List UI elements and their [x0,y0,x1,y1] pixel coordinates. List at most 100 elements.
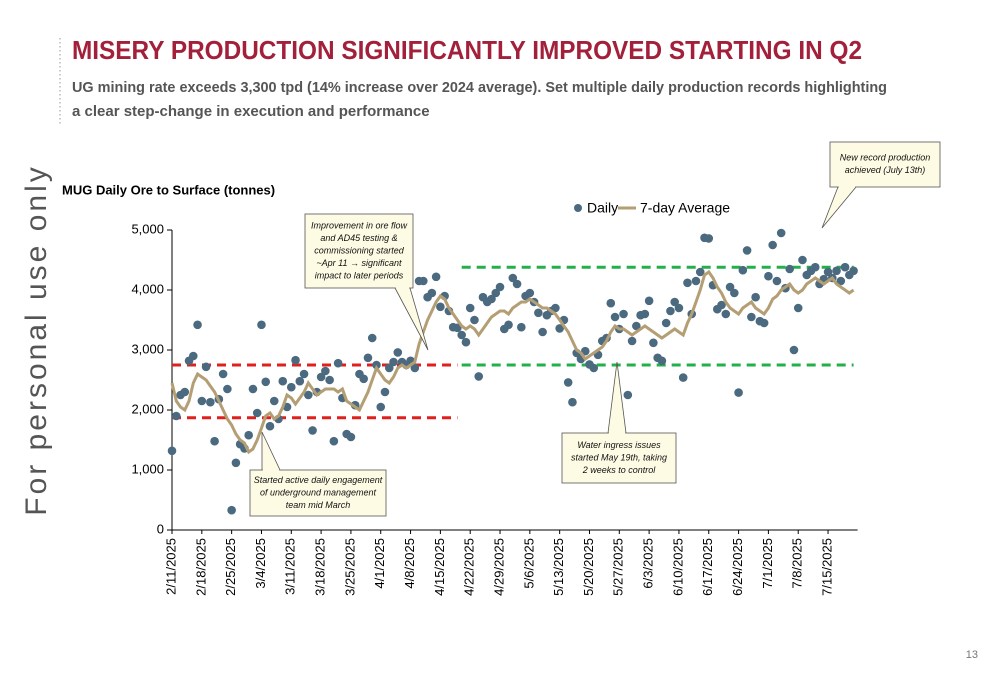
daily-point [738,265,748,275]
subtitle: UG mining rate exceeds 3,300 tpd (14% in… [72,79,887,96]
daily-point [661,318,671,328]
daily-point [410,363,420,373]
daily-point [210,436,219,446]
daily-point [508,273,518,283]
daily-point [832,266,841,276]
daily-point [678,373,688,382]
callout-pointer [821,186,857,229]
daily-point [218,369,228,379]
callout-text: and AD45 testing & [320,233,397,243]
daily-point [261,377,271,387]
daily-point [453,323,462,333]
legend-item: Daily [574,200,618,216]
daily-point [512,279,522,289]
daily-point [180,387,190,397]
daily-point [640,309,650,319]
daily-point [470,315,479,325]
y-tick-label: 0 [157,521,164,536]
daily-point [227,505,236,515]
daily-point [730,288,739,298]
daily-point [248,384,258,394]
x-tick-label: 5/20/2025 [581,538,596,596]
daily-point [465,303,475,313]
daily-point [610,312,620,322]
daily-point [695,267,705,277]
x-tick-label: 2/25/2025 [223,538,238,596]
daily-point [534,308,543,318]
callout: Water ingress issues started May 19th, ta… [561,361,677,484]
daily-point [495,282,505,292]
callout-text: achieved (July 13th) [845,165,926,175]
daily-point [555,324,564,333]
y-axis-title: MUG Daily Ore to Surface (tonnes) [62,182,275,197]
daily-point [329,436,339,446]
daily-point [171,411,181,421]
callout-text: Water ingress issues [577,440,661,450]
daily-point [627,336,637,346]
daily-point [721,309,731,319]
x-tick-label: 3/4/2025 [253,538,268,589]
daily-point [551,303,560,313]
subtitle: a clear step-change in execution and per… [72,103,430,120]
daily-point [666,306,675,316]
average-line [170,269,855,455]
daily-point [193,320,202,330]
callout: Started active daily engagement of underg… [249,431,387,517]
x-tick-label: 2/11/2025 [163,538,178,595]
daily-point [316,372,326,382]
x-tick-label: 6/10/2025 [670,538,685,596]
callout-text: commissioning started [314,245,405,255]
daily-point [836,276,846,286]
y-tick-label: 1,000 [131,461,164,476]
daily-point [747,312,756,322]
daily-point [764,271,773,281]
daily-point [419,276,428,286]
y-tick-label: 2,000 [131,401,164,416]
x-tick-label: 3/18/2025 [313,538,328,596]
daily-point [691,276,701,286]
daily-point [704,234,714,243]
daily-point [768,240,777,250]
daily-point [376,402,386,412]
callout-text: impact to later periods [315,270,404,280]
x-tick-label: 4/29/2025 [491,538,506,596]
daily-point [384,363,394,373]
callout-text: New record production [840,153,931,163]
x-tick-label: 3/25/2025 [342,538,357,596]
daily-point [734,388,743,397]
x-tick-label: 7/1/2025 [760,538,775,589]
daily-point [657,356,667,366]
daily-point [257,320,266,330]
callout: Improvement in ore flow and AD45 testing … [304,213,429,351]
daily-point [321,366,330,376]
callout: New record production achieved (July 13th… [821,141,941,229]
daily-point [823,267,833,277]
daily-point [491,288,501,298]
daily-point [742,246,752,255]
daily-point [504,320,513,330]
callout-text: Started active daily engagement [254,475,383,485]
daily-point [619,309,628,319]
x-tick-label: 7/8/2025 [790,538,805,589]
title: MISERY PRODUCTION SIGNIFICANTLY IMPROVED… [72,35,862,65]
daily-point [670,297,679,307]
x-tick-label: 2/18/2025 [193,538,208,596]
daily-point [461,337,471,347]
daily-point [363,353,373,363]
daily-point [725,282,735,292]
x-tick-label: 6/3/2025 [641,538,656,589]
x-tick-label: 4/1/2025 [372,538,387,589]
y-tick-label: 5,000 [131,221,164,236]
daily-point [299,369,309,379]
daily-point [683,278,692,288]
daily-point [206,397,215,407]
callout-text: team mid March [286,500,351,510]
daily-point [810,262,820,272]
daily-point [231,458,241,468]
daily-point [538,327,547,337]
x-tick-label: 4/8/2025 [402,538,417,589]
watermark: For personal use only [20,164,53,516]
callout-pointer [394,287,429,351]
daily-point [717,300,726,310]
daily-point [568,397,577,407]
